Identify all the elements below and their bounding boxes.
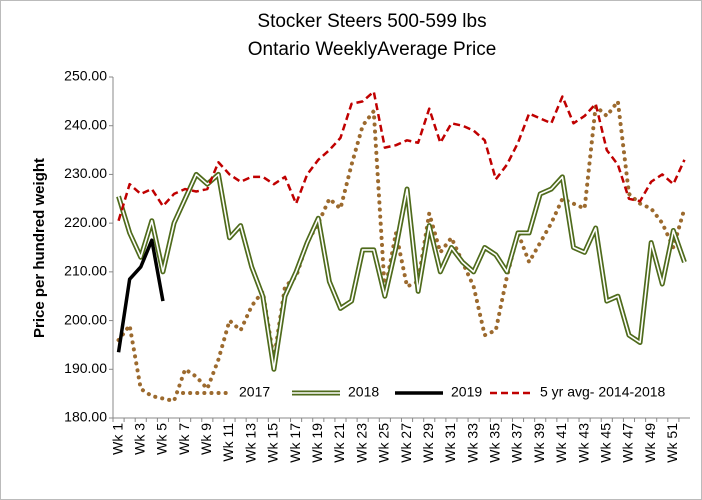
- x-tick-label: Wk 25: [376, 423, 392, 463]
- x-tick-label: Wk 23: [353, 423, 369, 463]
- y-tick-label: 240.00: [64, 116, 107, 132]
- legend-label: 2019: [451, 384, 482, 400]
- y-tick-label: 220.00: [64, 214, 107, 230]
- y-tick-label: 250.00: [64, 68, 107, 84]
- legend-label: 2018: [348, 384, 379, 400]
- x-tick-label: Wk 29: [420, 423, 436, 463]
- x-tick-label: Wk 17: [287, 423, 303, 463]
- x-tick-label: Wk 41: [553, 423, 569, 463]
- x-tick-label: Wk 47: [620, 423, 636, 463]
- series-line: [116, 99, 687, 403]
- x-tick-label: Wk 19: [309, 423, 325, 463]
- chart-title: Stocker Steers 500-599 lbs: [257, 11, 486, 32]
- series-line: [116, 238, 165, 353]
- x-tick-label: Wk 5: [154, 423, 170, 455]
- x-tick-label: Wk 13: [242, 423, 258, 463]
- x-tick-label: Wk 33: [464, 423, 480, 463]
- series-line-inner: [117, 173, 686, 371]
- x-tick-label: Wk 31: [442, 423, 458, 463]
- y-axis-title: Price per hundred weight: [31, 158, 48, 338]
- x-tick-label: Wk 3: [131, 423, 147, 455]
- y-tick-label: 210.00: [64, 263, 107, 279]
- x-tick-label: Wk 35: [487, 423, 503, 463]
- y-tick-label: 230.00: [64, 165, 107, 181]
- y-tick-label: 190.00: [64, 360, 107, 376]
- x-tick-label: Wk 21: [331, 423, 347, 463]
- x-tick-label: Wk 27: [398, 423, 414, 463]
- chart-title: Ontario WeeklyAverage Price: [248, 39, 497, 60]
- x-tick-label: Wk 11: [220, 423, 236, 462]
- legend-label: 5 yr avg- 2014-2018: [540, 384, 666, 400]
- x-tick-label: Wk 43: [575, 423, 591, 463]
- x-tick-label: Wk 45: [597, 423, 613, 463]
- x-tick-label: Wk 51: [664, 423, 680, 463]
- x-tick-label: Wk 37: [509, 423, 525, 463]
- x-tick-label: Wk 49: [642, 423, 658, 463]
- y-tick-label: 180.00: [64, 409, 107, 425]
- x-tick-label: Wk 39: [531, 423, 547, 463]
- x-tick-label: Wk 15: [265, 423, 281, 463]
- x-tick-label: Wk 9: [198, 423, 214, 455]
- legend-label: 2017: [239, 384, 270, 400]
- x-tick-label: Wk 7: [176, 423, 192, 455]
- y-tick-label: 200.00: [64, 311, 107, 327]
- series-line: [117, 90, 686, 222]
- x-tick-label: Wk 1: [109, 423, 125, 455]
